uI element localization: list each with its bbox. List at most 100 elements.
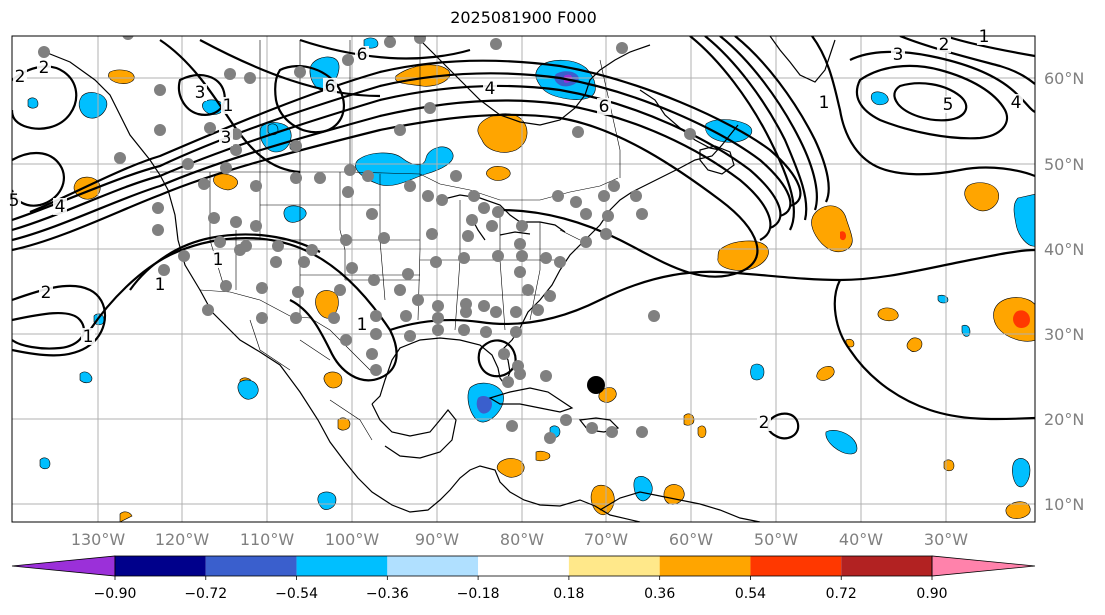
anomaly-blob <box>79 371 93 384</box>
colorbar-extend-low <box>11 555 116 577</box>
colorbar-tick-label: 0.36 <box>644 586 675 602</box>
anomaly-blob <box>816 366 835 381</box>
station-marker <box>272 240 284 252</box>
station-marker <box>602 210 614 222</box>
contour-label: 4 <box>55 197 66 217</box>
contour-line <box>719 36 818 211</box>
anomaly-blob <box>705 119 753 143</box>
station-marker <box>506 420 518 432</box>
anomaly-blob <box>317 491 337 510</box>
station-marker <box>540 252 552 264</box>
gulf-coast <box>371 124 739 405</box>
station-marker <box>152 224 164 236</box>
station-marker <box>378 232 390 244</box>
anomaly-core <box>840 231 846 241</box>
station-marker <box>250 180 262 192</box>
contour-label-bg <box>37 59 51 76</box>
colorbar-tick-label: −0.54 <box>275 586 318 602</box>
contour-line <box>12 113 759 278</box>
contour-label-bg <box>941 96 955 113</box>
contour-label: 3 <box>893 45 904 65</box>
contour-label: 3 <box>195 83 206 103</box>
station-marker <box>516 250 528 262</box>
station-marker <box>370 328 382 340</box>
contour-line <box>89 236 398 382</box>
anomaly-blob <box>964 182 999 212</box>
station-marker <box>154 84 166 96</box>
yucatan-coast <box>371 403 457 459</box>
anomaly-blob <box>877 307 899 322</box>
anomaly-blob <box>535 450 551 462</box>
station-marker <box>510 326 522 338</box>
colorbar-segment <box>750 556 842 576</box>
contour-line <box>299 38 471 60</box>
longitude-label: 110°W <box>240 530 295 549</box>
station-marker <box>458 252 470 264</box>
anomaly-blob <box>108 69 135 84</box>
station-marker <box>366 208 378 220</box>
longitude-label: 70°W <box>584 530 628 549</box>
station-marker <box>648 310 660 322</box>
station-marker <box>478 202 490 214</box>
station-marker <box>334 284 346 296</box>
contour-line <box>159 39 301 174</box>
cuba-island <box>488 387 574 413</box>
station-marker <box>214 236 226 248</box>
station-marker <box>514 238 526 250</box>
station-marker <box>432 324 444 336</box>
longitude-label: 40°W <box>839 530 883 549</box>
contour-line <box>811 36 1035 178</box>
station-marker <box>202 304 214 316</box>
station-marker <box>436 194 448 206</box>
station-marker <box>544 290 556 302</box>
contour-label: 6 <box>325 77 336 97</box>
station-marker <box>600 228 612 240</box>
contour-line <box>766 412 800 440</box>
contour-label: 3 <box>221 128 232 148</box>
contour-line <box>12 99 772 242</box>
station-marker <box>368 274 380 286</box>
station-marker <box>486 220 498 232</box>
contour-label: 2 <box>39 58 50 78</box>
colorbar-segment <box>115 556 206 576</box>
station-marker <box>616 42 628 54</box>
station-marker <box>540 370 552 382</box>
latitude-labels: 60°N 50°N 40°N 30°N 20°N 10°N <box>1044 69 1084 514</box>
contour-line <box>734 36 830 203</box>
contour-label-bg <box>81 328 95 345</box>
station-marker <box>572 126 584 138</box>
station-marker <box>532 304 544 316</box>
anomaly-blob <box>750 363 765 381</box>
contour-line <box>704 36 808 221</box>
anomaly-blob <box>39 457 51 470</box>
station-marker <box>370 310 382 322</box>
station-marker <box>298 256 310 268</box>
station-marker <box>630 190 642 202</box>
station-marker <box>522 284 534 296</box>
contour-label: 2 <box>759 413 770 433</box>
south-america-coast <box>599 491 761 522</box>
contour-label-bg <box>1009 94 1023 111</box>
station-marker <box>492 250 504 262</box>
station-marker <box>306 244 318 256</box>
longitude-label: 60°W <box>669 530 713 549</box>
latitude-label: 50°N <box>1044 155 1084 174</box>
anomaly-blob <box>237 379 259 400</box>
contour-label-bg <box>211 251 225 268</box>
contour-label-bg <box>13 68 27 85</box>
latitude-label: 60°N <box>1044 69 1084 88</box>
anomaly-blob <box>811 205 853 253</box>
colorbar-segment <box>387 556 479 576</box>
station-marker <box>152 202 164 214</box>
contour-label: 4 <box>1011 93 1022 113</box>
colorbar-tick-label: 0.18 <box>553 586 584 602</box>
station-marker <box>244 72 256 84</box>
station-marker <box>462 230 474 242</box>
contour-label-bg <box>597 98 611 115</box>
anomaly-blob <box>213 173 238 191</box>
station-marker <box>220 280 232 292</box>
station-marker <box>342 54 354 66</box>
contour-label: 6 <box>357 45 368 65</box>
station-marker <box>580 208 592 220</box>
anomaly-blob <box>1012 458 1031 488</box>
